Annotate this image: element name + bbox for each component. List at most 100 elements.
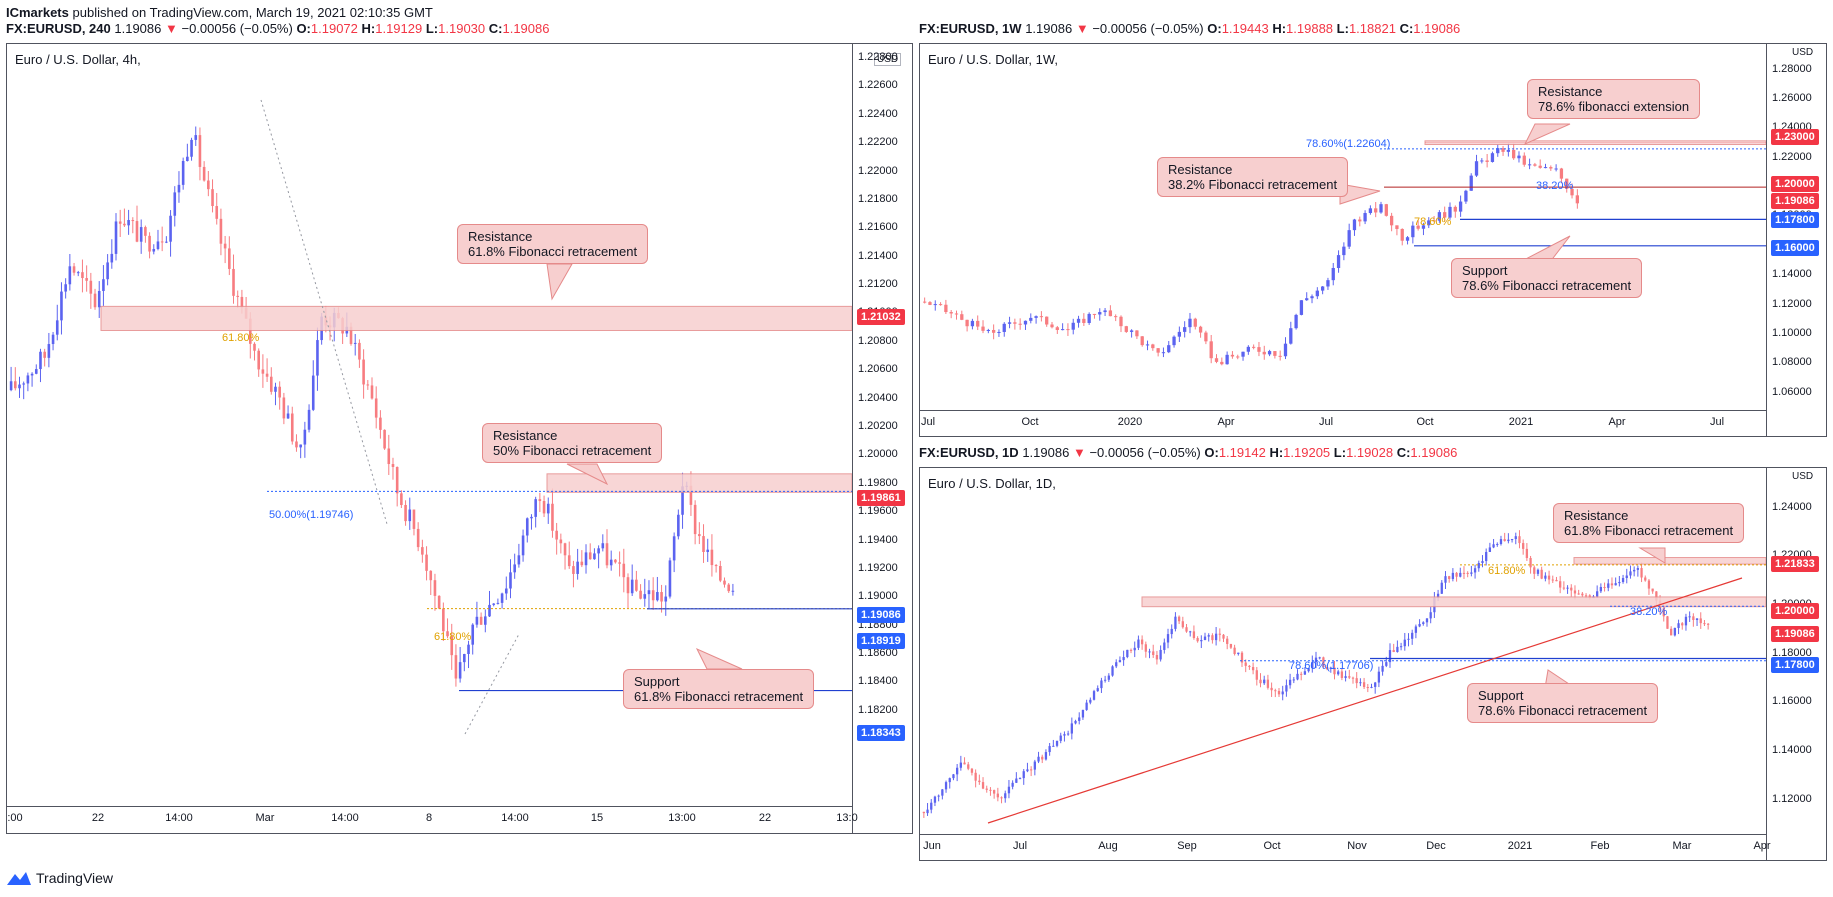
callout-resistance-50[interactable]: Resistance 50% Fibonacci retracement <box>482 423 663 463</box>
candle <box>643 578 647 607</box>
candle-body <box>1314 657 1318 663</box>
price-axis[interactable] <box>1766 44 1826 436</box>
open-value: 1.19142 <box>1218 445 1266 460</box>
candle <box>521 529 525 562</box>
time-axis[interactable] <box>920 834 1766 860</box>
callout-resistance-382[interactable]: Resistance 38.2% Fibonacci retracement <box>1157 157 1349 197</box>
candle-body <box>81 272 84 279</box>
chart-canvas-1w[interactable] <box>920 44 1827 437</box>
callout-resistance-786-ext[interactable]: Resistance 78.6% fibonacci extension <box>1527 79 1701 119</box>
chart-canvas-4h[interactable] <box>7 44 913 834</box>
callout-support-618[interactable]: Support 61.8% Fibonacci retracement <box>623 669 815 709</box>
candle <box>698 522 701 545</box>
callout-resistance-618[interactable]: Resistance 61.8% Fibonacci retracement <box>457 224 649 264</box>
time-axis[interactable] <box>920 410 1766 436</box>
time-tick-label: Apr <box>1217 416 1235 428</box>
candle <box>1368 205 1373 215</box>
candle <box>1018 777 1022 780</box>
candle <box>1241 351 1245 361</box>
candle-body <box>1522 543 1525 549</box>
callout-support-786[interactable]: Support 78.6% Fibonacci retracement <box>1467 683 1659 723</box>
candle-body <box>542 501 546 514</box>
chart-panel-1d[interactable]: Euro / U.S. Dollar, 1D, USD 1.240001.220… <box>919 467 1827 861</box>
candle-body <box>85 278 88 281</box>
candle-body <box>286 413 290 419</box>
candle <box>311 360 315 412</box>
candle-body <box>1395 225 1399 229</box>
candle-body <box>1124 326 1128 332</box>
candle-body <box>1684 616 1688 626</box>
candle-body <box>1233 647 1236 655</box>
price-axis[interactable] <box>852 44 912 833</box>
candle-body <box>269 376 273 392</box>
candle-body <box>1262 351 1266 355</box>
tradingview-brand[interactable]: TradingView <box>6 870 113 886</box>
candle-body <box>362 359 365 385</box>
candle-body <box>1098 312 1102 315</box>
price-tick-label: 1.21600 <box>858 221 898 234</box>
candle-body <box>689 485 693 505</box>
candle-body <box>1135 330 1139 337</box>
candle <box>622 548 626 593</box>
candle <box>1151 343 1155 351</box>
candle <box>1114 314 1118 322</box>
publisher-name: ICmarkets <box>6 5 69 20</box>
candle-body <box>1443 212 1447 218</box>
candle-body <box>1451 572 1455 579</box>
candle-body <box>1529 558 1532 568</box>
time-tick-label: Sep <box>1177 840 1197 852</box>
candle <box>1499 535 1503 546</box>
chart-canvas-1d[interactable] <box>920 468 1827 861</box>
candle <box>1422 621 1425 626</box>
time-tick-label: :00 <box>7 812 23 824</box>
low-label: L: <box>425 21 439 36</box>
candle-body <box>110 253 114 263</box>
candle-body <box>1518 536 1521 544</box>
time-tick-label: Jun <box>923 840 941 852</box>
candle-body <box>1621 578 1625 582</box>
candle <box>1607 579 1610 592</box>
candle-body <box>1514 536 1517 540</box>
candle <box>1288 673 1292 689</box>
candle-body <box>1177 331 1182 337</box>
candle-body <box>1340 671 1344 678</box>
candle <box>76 270 80 277</box>
candle <box>1124 325 1128 333</box>
chart-panel-4h[interactable]: Euro / U.S. Dollar, 4h, USD 1.22800 1.226… <box>6 43 913 834</box>
candle-body <box>1148 651 1151 653</box>
candle-body <box>127 220 130 226</box>
candle <box>1314 651 1318 669</box>
candle-body <box>1427 220 1431 226</box>
callout-resistance-618[interactable]: Resistance 61.8% Fibonacci retracement <box>1553 503 1745 543</box>
candle-body <box>467 644 470 655</box>
candle <box>1148 648 1151 659</box>
candle <box>1000 796 1003 804</box>
candle <box>223 235 227 264</box>
candle <box>1599 583 1603 594</box>
candle <box>626 573 630 609</box>
candle <box>1193 317 1197 330</box>
candle <box>1466 571 1469 578</box>
candle-body <box>160 241 164 243</box>
candle <box>286 405 290 419</box>
candle-body <box>1115 662 1118 667</box>
currency-label: USD <box>874 53 902 66</box>
price-tick-label: 1.12000 <box>1772 297 1812 310</box>
candle <box>1294 313 1298 330</box>
candle-body <box>1703 623 1706 625</box>
chart-panel-1w[interactable]: Euro / U.S. Dollar, 1W, USD 1.28000 1.260… <box>919 43 1827 437</box>
candle <box>601 534 605 552</box>
callout-support-786[interactable]: Support 78.6% Fibonacci retracement <box>1451 258 1643 298</box>
candle-body <box>106 262 109 280</box>
price-axis[interactable] <box>1766 468 1826 860</box>
candle <box>978 774 981 785</box>
candle-body <box>446 631 449 637</box>
last-price: 1.19086 <box>1022 445 1070 460</box>
candle <box>1089 697 1092 705</box>
candle <box>253 342 256 361</box>
candle <box>563 542 567 570</box>
candle <box>186 143 189 162</box>
candle-body <box>1315 290 1319 297</box>
candle-body <box>1305 298 1309 301</box>
time-axis[interactable] <box>7 806 852 833</box>
